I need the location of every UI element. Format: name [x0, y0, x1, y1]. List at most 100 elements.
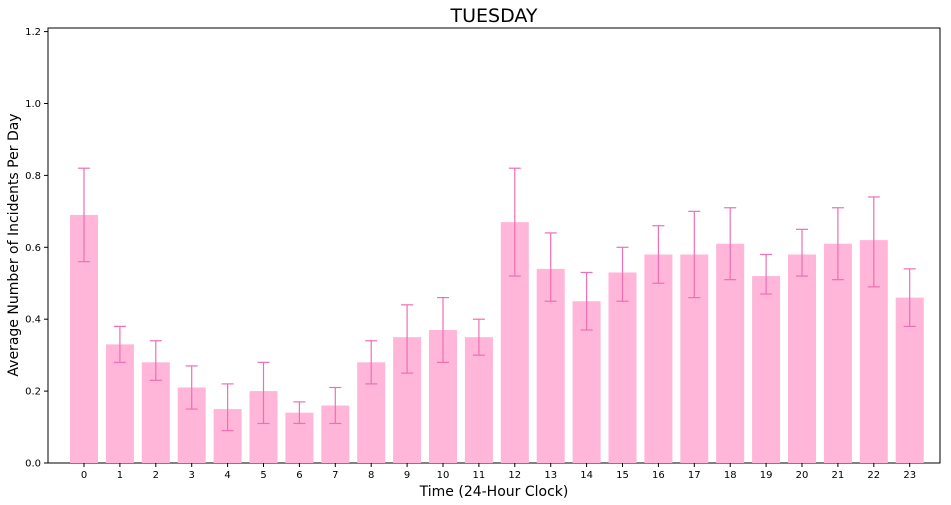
x-tick-label: 3 — [189, 470, 195, 481]
plot-area-frame — [47, 27, 941, 464]
bar-hour-19 — [752, 276, 781, 463]
bar-hour-11 — [464, 337, 493, 463]
x-tick-17: 17 — [688, 463, 701, 481]
y-tick-0.0: 0.0 — [25, 459, 48, 470]
x-tick-12: 12 — [508, 463, 521, 481]
error-bar-hour-0 — [78, 167, 90, 263]
x-tick-23: 23 — [903, 463, 916, 481]
bar-hour-15 — [608, 272, 637, 463]
x-axis-ticks: 0 1 2 3 4 5 6 7 8 9 10 11 12 13 14 15 16 17 18 19 20 21 22 23 — [81, 463, 916, 481]
x-tick-21: 21 — [832, 463, 845, 481]
x-tick-label: 17 — [688, 470, 701, 481]
error-bar-hour-12 — [508, 167, 521, 277]
x-tick-0: 0 — [81, 463, 87, 481]
x-tick-18: 18 — [724, 463, 737, 481]
x-tick-15: 15 — [616, 463, 629, 481]
error-bar-hour-2 — [149, 340, 162, 381]
error-bar-hour-11 — [472, 318, 485, 356]
y-tick-label: 1.0 — [25, 99, 41, 110]
x-tick-8: 8 — [368, 463, 374, 481]
y-tick-0.4: 0.4 — [25, 315, 48, 326]
x-tick-13: 13 — [544, 463, 557, 481]
x-tick-14: 14 — [580, 463, 593, 481]
bar-hour-1 — [105, 344, 134, 463]
x-tick-label: 7 — [332, 470, 338, 481]
y-axis-label: Average Number of Incidents Per Day — [6, 113, 22, 376]
error-bar-hour-13 — [544, 232, 557, 302]
x-tick-1: 1 — [117, 463, 123, 481]
error-bar-hour-18 — [724, 207, 737, 281]
x-tick-label: 4 — [224, 470, 230, 481]
error-bar-hour-6 — [293, 401, 306, 425]
x-tick-3: 3 — [189, 463, 195, 481]
x-tick-5: 5 — [260, 463, 267, 481]
error-bars-group — [78, 167, 916, 432]
y-tick-1.2: 1.2 — [25, 27, 48, 38]
x-tick-label: 23 — [903, 470, 916, 481]
y-tick-label: 0.8 — [25, 171, 41, 182]
x-tick-16: 16 — [652, 463, 665, 481]
x-tick-6: 6 — [296, 463, 303, 481]
error-bar-hour-1 — [113, 325, 126, 363]
x-tick-19: 19 — [760, 463, 773, 481]
bars-group — [70, 214, 924, 463]
y-tick-label: 0.6 — [25, 243, 41, 254]
bar-hour-16 — [644, 254, 673, 463]
x-tick-label: 6 — [296, 470, 302, 481]
x-tick-9: 9 — [404, 463, 410, 481]
x-tick-20: 20 — [796, 463, 809, 481]
y-tick-label: 0.0 — [25, 459, 41, 470]
x-tick-label: 1 — [117, 470, 123, 481]
x-tick-4: 4 — [224, 463, 231, 481]
x-tick-label: 21 — [832, 470, 845, 481]
x-tick-7: 7 — [332, 463, 338, 481]
error-bar-hour-23 — [903, 268, 916, 327]
error-bar-hour-19 — [760, 253, 773, 295]
chart-title: TUESDAY — [449, 5, 537, 27]
error-bar-hour-3 — [185, 365, 198, 410]
y-tick-label: 0.2 — [25, 387, 41, 398]
error-bar-hour-9 — [401, 304, 414, 374]
y-tick-label: 1.2 — [25, 27, 41, 38]
error-bar-hour-22 — [867, 196, 880, 288]
x-tick-label: 8 — [368, 470, 374, 481]
error-bar-hour-5 — [257, 361, 270, 425]
x-axis-label: Time (24-Hour Clock) — [419, 484, 569, 500]
x-tick-label: 18 — [724, 470, 737, 481]
error-bar-hour-20 — [796, 228, 808, 277]
x-tick-label: 9 — [404, 470, 410, 481]
x-tick-label: 20 — [796, 470, 809, 481]
x-tick-label: 16 — [652, 470, 665, 481]
x-tick-22: 22 — [867, 463, 880, 481]
x-tick-2: 2 — [153, 463, 159, 481]
y-tick-1.0: 1.0 — [25, 99, 48, 110]
error-bar-hour-16 — [652, 225, 665, 284]
x-tick-label: 10 — [437, 470, 450, 481]
x-tick-label: 11 — [473, 470, 486, 481]
x-tick-label: 12 — [508, 470, 521, 481]
x-tick-10: 10 — [437, 463, 450, 481]
x-tick-label: 13 — [544, 470, 557, 481]
error-bar-hour-14 — [580, 271, 593, 331]
error-bar-hour-7 — [329, 386, 342, 425]
error-bar-hour-15 — [616, 246, 629, 302]
y-tick-0.6: 0.6 — [25, 243, 48, 254]
x-tick-label: 5 — [260, 470, 266, 481]
bar-hour-20 — [788, 254, 816, 463]
x-tick-label: 22 — [867, 470, 880, 481]
error-bar-hour-10 — [437, 297, 449, 363]
x-tick-label: 14 — [580, 470, 593, 481]
error-bar-hour-8 — [365, 340, 378, 385]
error-bar-hour-21 — [831, 207, 844, 281]
x-tick-label: 2 — [153, 470, 159, 481]
x-tick-label: 0 — [81, 470, 87, 481]
y-tick-label: 0.4 — [25, 315, 41, 326]
x-tick-label: 15 — [616, 470, 629, 481]
x-tick-label: 19 — [760, 470, 773, 481]
y-tick-0.8: 0.8 — [25, 171, 48, 182]
x-tick-11: 11 — [473, 463, 486, 481]
error-bar-hour-17 — [688, 210, 701, 299]
y-axis-ticks: 0.0 0.2 0.4 0.6 0.8 1.0 1.2 — [25, 27, 48, 470]
error-bar-hour-4 — [221, 383, 234, 432]
